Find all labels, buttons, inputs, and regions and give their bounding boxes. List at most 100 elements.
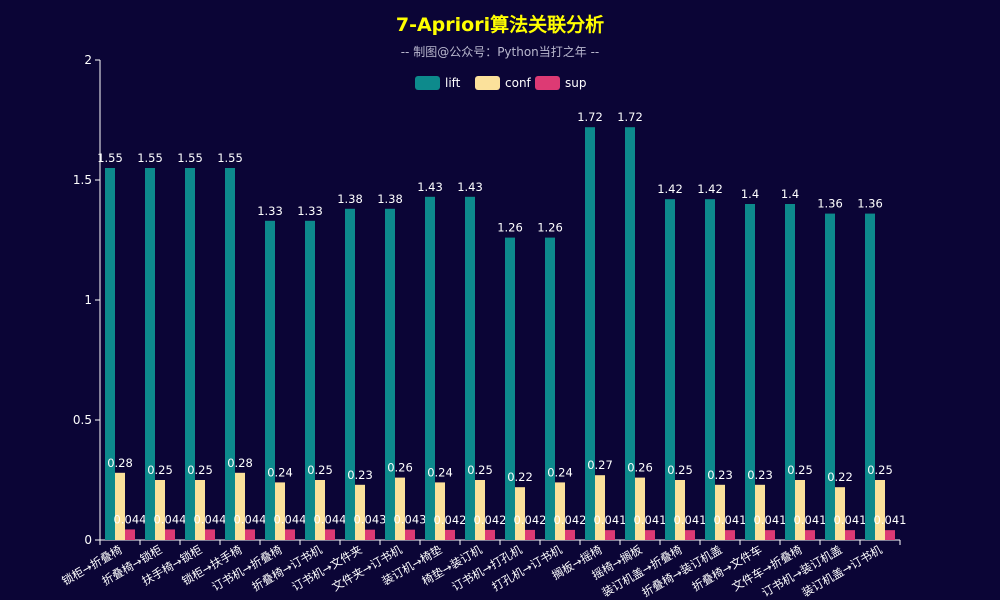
bar-sup bbox=[245, 529, 255, 540]
bar-sup bbox=[445, 529, 455, 540]
bar-lift bbox=[785, 204, 795, 540]
data-label-conf: 0.25 bbox=[867, 463, 893, 477]
bar-lift bbox=[305, 220, 315, 541]
bar-conf bbox=[235, 472, 245, 540]
data-label-sup: 0.043 bbox=[354, 513, 387, 527]
bar-sup bbox=[365, 529, 375, 540]
data-label-sup: 0.042 bbox=[474, 513, 507, 527]
bar-lift bbox=[825, 213, 835, 540]
bar-conf bbox=[395, 477, 405, 540]
bar-lift bbox=[625, 127, 635, 540]
data-label-sup: 0.041 bbox=[834, 513, 867, 527]
data-label-lift: 1.55 bbox=[217, 151, 243, 165]
data-label-sup: 0.044 bbox=[234, 512, 267, 526]
data-label-conf: 0.25 bbox=[147, 463, 173, 477]
data-label-conf: 0.23 bbox=[347, 468, 373, 482]
bar-conf bbox=[715, 484, 725, 540]
bar-lift bbox=[225, 168, 235, 540]
data-label-conf: 0.24 bbox=[267, 465, 293, 479]
bar-conf bbox=[795, 480, 805, 540]
data-label-lift: 1.55 bbox=[177, 151, 203, 165]
data-label-conf: 0.24 bbox=[547, 465, 573, 479]
data-label-lift: 1.38 bbox=[337, 192, 363, 206]
data-label-sup: 0.042 bbox=[514, 513, 547, 527]
data-label-sup: 0.044 bbox=[314, 512, 347, 526]
data-label-conf: 0.26 bbox=[627, 461, 653, 475]
bar-conf bbox=[275, 482, 285, 540]
data-label-sup: 0.044 bbox=[154, 512, 187, 526]
data-label-conf: 0.25 bbox=[467, 463, 493, 477]
bar-sup bbox=[485, 529, 495, 540]
data-label-lift: 1.4 bbox=[741, 187, 759, 201]
data-label-lift: 1.72 bbox=[577, 110, 603, 124]
data-label-lift: 1.33 bbox=[297, 204, 323, 218]
data-label-conf: 0.25 bbox=[187, 463, 213, 477]
data-label-lift: 1.26 bbox=[497, 221, 523, 235]
data-label-lift: 1.43 bbox=[417, 180, 443, 194]
data-label-sup: 0.044 bbox=[194, 512, 227, 526]
y-tick-label: 2 bbox=[84, 53, 92, 67]
data-label-lift: 1.36 bbox=[857, 197, 883, 211]
bar-lift bbox=[465, 196, 475, 541]
bar-sup bbox=[845, 530, 855, 540]
y-tick-label: 0 bbox=[84, 533, 92, 547]
bar-sup bbox=[725, 530, 735, 540]
bar-conf bbox=[115, 472, 125, 540]
bar-lift bbox=[385, 208, 395, 541]
data-label-sup: 0.043 bbox=[394, 513, 427, 527]
y-tick-label: 0.5 bbox=[73, 413, 92, 427]
bar-sup bbox=[805, 530, 815, 540]
bar-conf bbox=[635, 477, 645, 540]
data-label-lift: 1.33 bbox=[257, 204, 283, 218]
chart-subtitle: -- 制图@公众号：Python当打之年 -- bbox=[400, 45, 600, 59]
data-label-conf: 0.23 bbox=[707, 468, 733, 482]
bar-conf bbox=[675, 480, 685, 540]
data-label-lift: 1.72 bbox=[617, 110, 643, 124]
bar-conf bbox=[155, 480, 165, 540]
bar-conf bbox=[835, 487, 845, 540]
bar-lift bbox=[505, 237, 515, 540]
data-label-lift: 1.42 bbox=[657, 182, 683, 196]
chart-title: 7-Apriori算法关联分析 bbox=[395, 14, 605, 36]
data-label-conf: 0.25 bbox=[667, 463, 693, 477]
data-label-lift: 1.4 bbox=[781, 187, 799, 201]
bar-sup bbox=[605, 530, 615, 540]
data-label-sup: 0.042 bbox=[554, 513, 587, 527]
legend-label-conf: conf bbox=[505, 76, 532, 90]
bar-lift bbox=[745, 204, 755, 540]
bar-sup bbox=[765, 530, 775, 540]
data-label-sup: 0.044 bbox=[274, 512, 307, 526]
bar-lift bbox=[265, 220, 275, 541]
data-label-lift: 1.42 bbox=[697, 182, 723, 196]
bar-lift bbox=[145, 168, 155, 540]
bar-sup bbox=[525, 529, 535, 540]
bar-conf bbox=[515, 487, 525, 540]
bar-lift bbox=[865, 213, 875, 540]
bar-conf bbox=[595, 475, 605, 540]
data-label-conf: 0.22 bbox=[507, 470, 533, 484]
data-label-lift: 1.36 bbox=[817, 197, 843, 211]
data-label-sup: 0.041 bbox=[754, 513, 787, 527]
data-label-conf: 0.24 bbox=[427, 465, 453, 479]
bar-lift bbox=[345, 208, 355, 541]
data-label-lift: 1.43 bbox=[457, 180, 483, 194]
data-label-sup: 0.041 bbox=[714, 513, 747, 527]
data-label-sup: 0.041 bbox=[794, 513, 827, 527]
bar-lift bbox=[705, 199, 715, 540]
data-label-conf: 0.22 bbox=[827, 470, 853, 484]
data-label-sup: 0.041 bbox=[874, 513, 907, 527]
legend-swatch-sup bbox=[535, 76, 560, 90]
legend-swatch-lift bbox=[415, 76, 440, 90]
bar-lift bbox=[105, 168, 115, 540]
bar-lift bbox=[425, 196, 435, 541]
data-label-conf: 0.25 bbox=[307, 463, 333, 477]
y-tick-label: 1.5 bbox=[73, 173, 92, 187]
bar-sup bbox=[645, 530, 655, 540]
bar-sup bbox=[165, 529, 175, 540]
data-label-sup: 0.041 bbox=[674, 513, 707, 527]
data-label-lift: 1.55 bbox=[97, 151, 123, 165]
data-label-sup: 0.044 bbox=[114, 512, 147, 526]
bar-lift bbox=[545, 237, 555, 540]
